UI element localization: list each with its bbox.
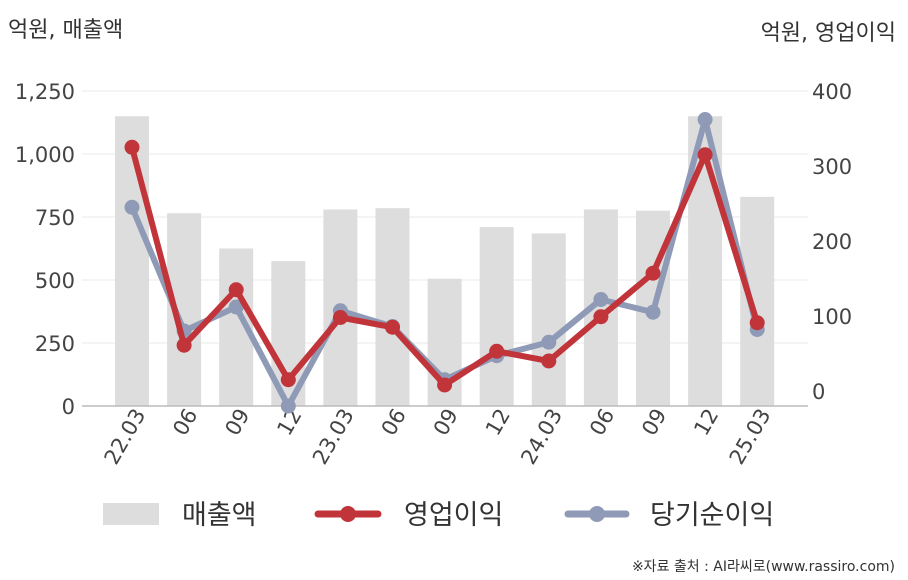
right-axis-ticks: 0 100 200 300 400 [812,80,852,404]
right-tick-label: 0 [812,380,825,404]
x-axis-ticks: 22.03 06 09 12 23.03 06 09 12 24.03 06 09 12 25.03 [99,405,775,469]
point-operating-profit [593,309,609,325]
point-net-income [645,304,661,320]
bar-revenue [531,233,566,406]
legend-swatch-revenue [103,503,159,525]
point-operating-profit [541,353,557,369]
x-tick-label: 23.03 [308,405,359,469]
left-tick-label: 500 [35,269,75,293]
x-tick-label: 12 [481,405,515,440]
legend-label-operating-profit: 영업이익 [404,500,503,531]
source-note: ※자료 출처 : AI라씨로(www.rassiro.com) [632,559,895,575]
x-tick-label: 09 [220,405,254,440]
legend-label-revenue: 매출액 [182,500,257,531]
point-operating-profit [124,139,140,155]
point-operating-profit [489,343,505,359]
point-operating-profit [280,372,296,388]
gridlines [82,90,808,344]
point-operating-profit [176,337,192,353]
bar-revenue [115,116,149,406]
left-tick-label: 1,000 [15,143,75,167]
point-net-income [228,299,244,315]
left-axis-ticks: 0 250 500 750 1,000 1,250 [15,80,75,419]
bar-revenue [740,196,775,406]
point-net-income [593,292,609,307]
point-operating-profit [385,319,400,335]
x-tick-label: 09 [637,405,671,440]
bar-revenue [375,208,410,406]
x-tick-label: 22.03 [99,405,150,469]
x-tick-label: 24.03 [516,405,567,469]
point-operating-profit [437,377,453,393]
legend-swatch-operating-profit-marker [340,506,356,522]
point-net-income [541,334,557,350]
x-tick-label: 09 [429,405,463,440]
left-tick-label: 1,250 [15,80,75,104]
point-net-income [280,398,296,414]
bar-revenue [479,227,514,406]
point-operating-profit [228,282,244,298]
x-tick-label: 06 [585,405,619,440]
right-tick-label: 100 [812,305,852,329]
point-net-income [697,112,713,127]
bar-series-revenue [115,116,775,406]
right-axis-unit-label: 억원, 영업이익 [761,21,896,46]
line-series [124,112,765,414]
x-tick-label: 25.03 [725,405,776,469]
point-operating-profit [332,310,348,325]
point-net-income [124,199,140,215]
left-tick-label: 0 [62,395,75,419]
point-operating-profit [645,265,661,281]
left-axis-unit-label: 억원, 매출액 [8,18,123,43]
x-tick-label: 12 [689,405,723,440]
point-operating-profit [697,147,713,163]
legend: 매출액 영업이익 당기순이익 [103,500,774,531]
right-tick-label: 300 [812,155,852,179]
left-tick-label: 750 [35,206,75,230]
left-tick-label: 250 [35,332,75,356]
legend-label-net-income: 당기순이익 [650,500,774,531]
legend-swatch-net-income-marker [589,506,605,522]
x-tick-label: 06 [168,405,202,440]
x-tick-label: 06 [377,405,411,440]
point-operating-profit [749,315,765,331]
right-tick-label: 400 [812,80,852,104]
right-tick-label: 200 [812,230,852,254]
